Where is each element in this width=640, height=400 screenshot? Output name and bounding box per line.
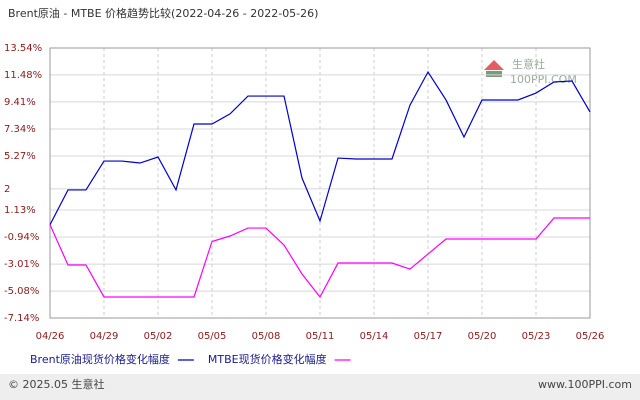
- y-tick-label: 5.27%: [4, 151, 36, 162]
- y-tick-label: 9.41%: [4, 97, 36, 108]
- x-tick-label: 05/23: [522, 331, 551, 342]
- x-tick-label: 05/14: [360, 331, 389, 342]
- x-tick-label: 05/05: [198, 331, 227, 342]
- y-tick-label: -3.01%: [4, 259, 39, 270]
- watermark-name: 生意社: [512, 57, 545, 71]
- footer-site: www.100PPI.com: [538, 378, 632, 391]
- y-tick-label: 13.54%: [4, 43, 42, 54]
- x-tick-label: 05/02: [144, 331, 173, 342]
- footer-copyright: © 2025.05 生意社: [8, 377, 104, 391]
- y-tick-label: 1.13%: [4, 205, 36, 216]
- y-tick-label: 7.34%: [4, 124, 36, 135]
- legend-label: Brent原油现货价格变化幅度: [30, 352, 170, 366]
- x-tick-label: 05/26: [576, 331, 605, 342]
- x-tick-label: 05/11: [306, 331, 335, 342]
- x-tick-label: 05/20: [468, 331, 497, 342]
- watermark-logo: [484, 60, 504, 70]
- x-tick-label: 05/17: [414, 331, 443, 342]
- series-line: [49, 70, 591, 226]
- watermark-logo-base: [486, 71, 502, 77]
- y-tick-label: 11.48%: [4, 70, 42, 81]
- y-tick-label: 2: [4, 184, 10, 195]
- y-tick-label: -7.14%: [4, 313, 39, 324]
- plot-border: [49, 47, 591, 319]
- y-tick-label: -0.94%: [4, 232, 39, 243]
- chart-title: Brent原油 - MTBE 价格趋势比较(2022-04-26 - 2022-…: [8, 6, 318, 20]
- x-tick-label: 04/26: [36, 331, 65, 342]
- watermark-site: 100PPI.COM: [510, 73, 577, 86]
- y-tick-label: -5.08%: [4, 286, 39, 297]
- legend-label: MTBE现货价格变化幅度: [208, 352, 327, 366]
- series-line: [49, 217, 590, 299]
- x-tick-label: 05/08: [252, 331, 281, 342]
- footer-bar: [0, 374, 640, 400]
- x-tick-label: 04/29: [90, 331, 119, 342]
